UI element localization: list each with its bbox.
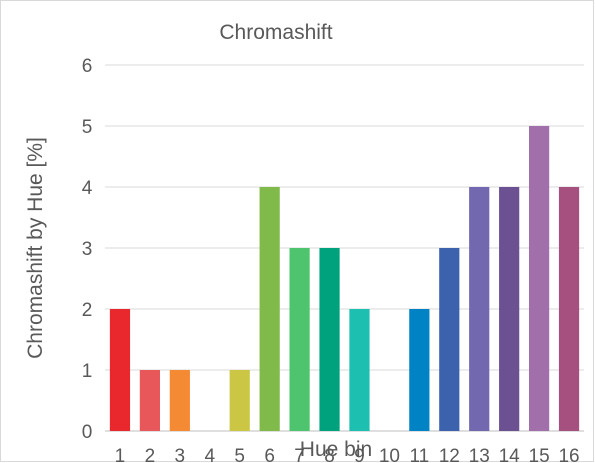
x-tick-label: 10 [379,446,400,462]
y-tick-label: 1 [82,361,93,382]
bar-1 [109,309,131,431]
x-tick-label: 11 [409,446,429,462]
bar-6 [259,187,280,431]
x-tick-labels: 1 2 3 4 5 6 7 8 9 10 11 12 13 14 15 16 [115,446,580,462]
y-tick-labels: 0 1 2 3 4 5 6 [82,56,93,443]
bar-2 [139,370,161,431]
y-tick-label: 3 [82,239,93,260]
bar-12 [439,248,460,431]
x-tick-label: 2 [145,446,156,462]
bar-16 [558,187,580,431]
x-tick-label: 13 [469,446,490,462]
bar-7 [289,248,310,431]
x-tick-label: 3 [175,446,186,462]
y-tick-label: 2 [82,300,93,321]
x-tick-label: 14 [499,446,521,462]
y-tick-label: 6 [82,56,93,77]
x-tick-label: 16 [558,446,579,462]
bar-13 [469,187,490,431]
y-tick-label: 5 [82,117,93,138]
bar-8 [319,248,340,431]
x-tick-label: 9 [354,446,365,462]
chart-title: Chromashift [219,21,332,44]
x-tick-label: 4 [204,446,215,462]
x-tick-label: 8 [324,446,335,462]
x-tick-label: 5 [234,446,245,462]
bar-3 [169,370,190,431]
x-tick-label: 1 [115,446,126,462]
x-tick-label: 7 [294,446,305,462]
y-axis-label: Chromashift by Hue [%] [24,137,47,359]
bar-9 [349,309,370,431]
x-tick-label: 15 [529,446,550,462]
bar-5 [229,370,250,431]
x-axis-label: Hue bin [300,438,372,461]
bar-15 [528,126,550,431]
bar-14 [499,187,520,431]
y-tick-label: 0 [82,422,93,443]
y-tick-label: 4 [82,178,93,199]
x-tick-label: 12 [439,446,460,462]
bars [109,126,580,431]
bar-11 [409,309,430,431]
x-tick-label: 6 [264,446,275,462]
